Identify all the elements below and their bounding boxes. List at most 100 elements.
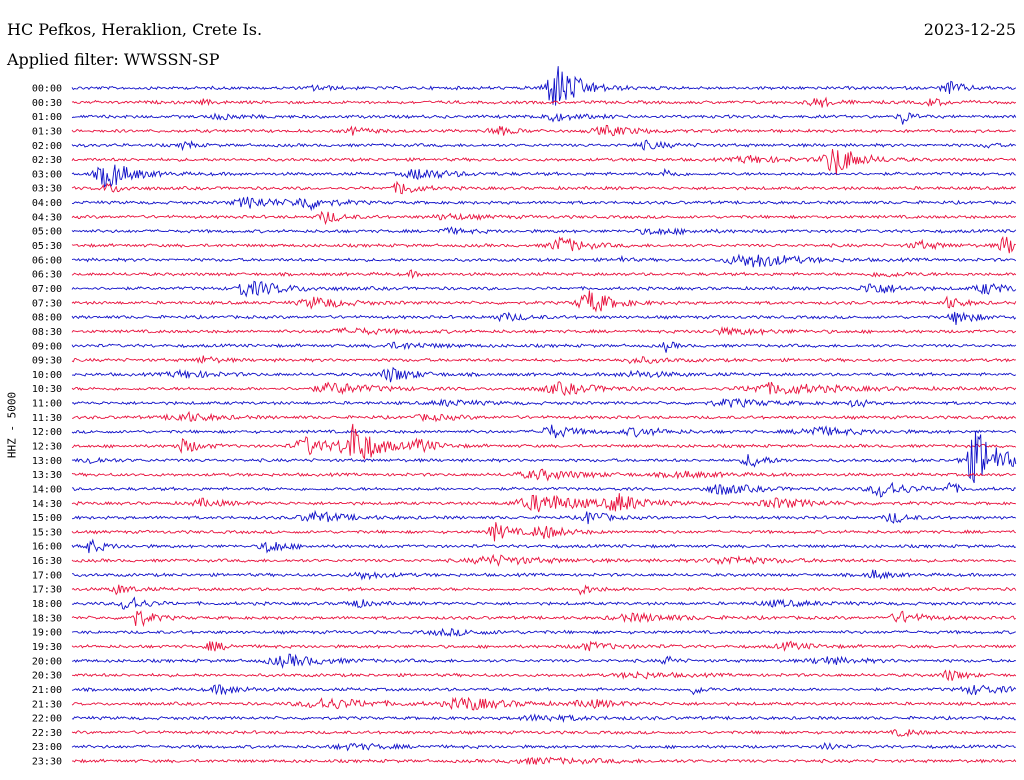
trace-line xyxy=(71,713,1016,724)
trace-line xyxy=(71,149,1017,176)
trace-line xyxy=(71,112,1017,125)
trace-line xyxy=(71,253,1017,268)
time-tick-label: 21:00 xyxy=(32,685,62,696)
time-tick-label: 13:30 xyxy=(32,470,62,481)
time-tick-label: 16:30 xyxy=(32,556,62,567)
date-label: 2023-12-25 xyxy=(923,20,1016,39)
trace-line xyxy=(71,481,1016,498)
time-tick-label: 07:30 xyxy=(32,298,62,309)
time-tick-label: 15:00 xyxy=(32,513,62,524)
trace-line xyxy=(71,180,1016,195)
trace-line xyxy=(71,397,1017,408)
trace-line xyxy=(71,627,1016,637)
time-tick-label: 08:00 xyxy=(32,313,62,324)
trace-line xyxy=(71,424,1017,439)
trace-line xyxy=(71,164,1016,189)
time-tick-label: 19:00 xyxy=(32,628,62,639)
trace-line xyxy=(71,509,1017,525)
trace-line xyxy=(71,569,1017,581)
time-tick-label: 18:30 xyxy=(32,613,62,624)
trace-line xyxy=(71,381,1017,397)
time-tick-label: 15:30 xyxy=(32,527,62,538)
time-tick-label: 19:30 xyxy=(32,642,62,653)
time-tick-label: 04:30 xyxy=(32,212,62,223)
time-tick-label: 08:30 xyxy=(32,327,62,338)
trace-line xyxy=(71,269,1017,280)
time-tick-label: 16:00 xyxy=(32,542,62,553)
trace-line xyxy=(71,684,1017,696)
time-tick-label: 01:30 xyxy=(32,126,62,137)
trace-line xyxy=(71,96,1017,108)
trace-line xyxy=(71,341,1017,353)
trace-line xyxy=(71,538,1016,554)
time-tick-label: 07:00 xyxy=(32,284,62,295)
time-tick-label: 12:00 xyxy=(32,427,62,438)
time-tick-label: 13:00 xyxy=(32,456,62,467)
time-tick-label: 00:00 xyxy=(32,84,62,95)
trace-line xyxy=(71,280,1017,298)
time-tick-label: 11:00 xyxy=(32,399,62,410)
trace-line xyxy=(71,326,1017,336)
trace-line xyxy=(71,610,1017,628)
time-tick-label: 21:30 xyxy=(32,699,62,710)
time-tick-label: 23:00 xyxy=(32,742,62,753)
trace-line xyxy=(71,729,1017,738)
time-tick-label: 12:30 xyxy=(32,442,62,453)
time-tick-label: 22:00 xyxy=(32,714,62,725)
time-tick-label: 10:00 xyxy=(32,370,62,381)
time-tick-label: 20:00 xyxy=(32,656,62,667)
trace-line xyxy=(71,493,1016,513)
trace-line xyxy=(71,423,1017,460)
time-tick-label: 14:30 xyxy=(32,499,62,510)
time-tick-label: 02:30 xyxy=(32,155,62,166)
time-tick-label: 05:00 xyxy=(32,227,62,238)
trace-line xyxy=(71,584,1017,596)
time-tick-label: 02:00 xyxy=(32,141,62,152)
time-tick-label: 17:30 xyxy=(32,585,62,596)
trace-line xyxy=(71,742,1016,752)
trace-line xyxy=(71,210,1017,226)
trace-line xyxy=(71,124,1016,137)
time-tick-label: 10:30 xyxy=(32,384,62,395)
time-tick-label: 06:30 xyxy=(32,270,62,281)
time-tick-label: 03:00 xyxy=(32,169,62,180)
time-tick-label: 18:00 xyxy=(32,599,62,610)
trace-line xyxy=(71,522,1017,542)
trace-line xyxy=(71,553,1016,567)
trace-line xyxy=(71,696,1017,711)
time-tick-label: 05:30 xyxy=(32,241,62,252)
time-tick-label: 06:00 xyxy=(32,255,62,266)
station-title: HC Pefkos, Heraklion, Crete Is. xyxy=(7,20,263,39)
time-tick-label: 03:30 xyxy=(32,184,62,195)
time-tick-label: 00:30 xyxy=(32,98,62,109)
trace-line xyxy=(71,196,1017,212)
trace-line xyxy=(71,66,1017,106)
time-tick-label: 14:00 xyxy=(32,484,62,495)
filter-label: Applied filter: WWSSN-SP xyxy=(7,50,220,69)
trace-line xyxy=(71,355,1016,365)
trace-line xyxy=(71,669,1017,682)
time-tick-label: 23:30 xyxy=(32,757,62,768)
time-tick-label: 09:00 xyxy=(32,341,62,352)
time-tick-label: 01:00 xyxy=(32,112,62,123)
trace-line xyxy=(71,236,1016,254)
trace-line xyxy=(71,311,1017,326)
time-tick-label: 11:30 xyxy=(32,413,62,424)
trace-line xyxy=(71,290,1017,313)
trace-line xyxy=(71,468,1016,482)
trace-line xyxy=(71,410,1017,423)
trace-line xyxy=(71,653,1016,670)
trace-line xyxy=(71,366,1017,383)
trace-line xyxy=(71,640,1017,652)
time-tick-label: 20:30 xyxy=(32,671,62,682)
time-tick-label: 04:00 xyxy=(32,198,62,209)
time-tick-label: 09:30 xyxy=(32,356,62,367)
trace-line xyxy=(71,756,1017,766)
trace-line xyxy=(71,226,1017,236)
trace-line xyxy=(71,596,1016,610)
time-tick-label: 17:00 xyxy=(32,570,62,581)
trace-line xyxy=(71,139,1017,152)
trace-line xyxy=(71,430,1017,484)
time-tick-label: 22:30 xyxy=(32,728,62,739)
